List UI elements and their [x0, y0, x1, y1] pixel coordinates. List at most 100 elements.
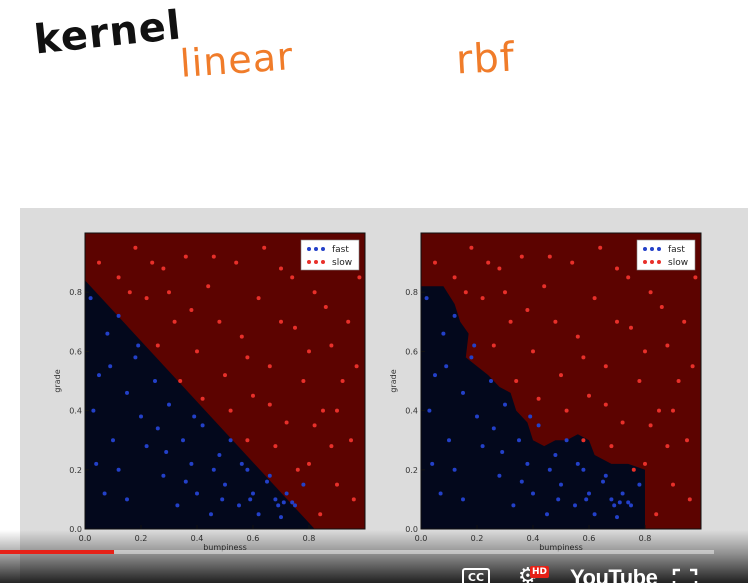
slow-point	[648, 290, 653, 295]
slow-point	[603, 402, 608, 407]
fast-point	[444, 364, 449, 369]
slow-point	[318, 512, 323, 517]
fast-point	[601, 479, 605, 484]
progress-played	[0, 550, 115, 554]
fast-point	[139, 414, 143, 419]
fast-point	[447, 438, 451, 443]
slow-point	[665, 343, 670, 348]
y-tick-label: 0.2	[69, 466, 82, 475]
legend-box	[636, 239, 696, 271]
slow-point	[144, 296, 149, 301]
fast-point	[251, 491, 255, 496]
slow-point	[643, 461, 647, 466]
fast-point	[424, 296, 429, 301]
slow-point	[687, 497, 692, 502]
slow-point	[354, 364, 359, 369]
slow-point	[609, 444, 614, 449]
y-tick-label: 0.8	[69, 288, 82, 297]
slow-point	[553, 319, 558, 324]
slow-point	[97, 260, 101, 265]
slow-point	[273, 444, 278, 449]
slow-point	[150, 260, 155, 265]
slow-point	[312, 423, 317, 428]
slow-point	[279, 319, 283, 324]
plot-frame	[420, 232, 702, 530]
fast-point	[430, 461, 435, 466]
fast-point	[284, 491, 289, 496]
legend-box	[300, 239, 360, 271]
y-tick-label: 0.4	[405, 407, 418, 416]
slow-point	[514, 379, 519, 383]
fast-point	[612, 503, 617, 508]
slow-point	[195, 349, 199, 354]
fast-point	[629, 503, 633, 508]
fast-point	[237, 503, 241, 508]
slow-point	[279, 266, 283, 271]
slow-point	[167, 290, 171, 295]
fast-point	[276, 503, 281, 508]
closed-captions-button[interactable]: CC	[462, 568, 490, 583]
fast-point	[167, 402, 171, 407]
slow-point	[357, 275, 362, 280]
progress-bar[interactable]	[0, 550, 714, 554]
fast-point	[88, 296, 93, 301]
fast-legend-label: fast	[668, 245, 685, 255]
fast-point	[556, 497, 561, 502]
slow-point	[657, 408, 661, 413]
slow-point	[312, 290, 317, 295]
slow-point	[615, 266, 619, 271]
slide-plot-panel: 0.00.20.40.60.80.00.20.40.60.8bumpinessg…	[20, 208, 748, 583]
fast-legend-label: fast	[332, 245, 349, 255]
fast-point	[528, 414, 533, 419]
fast-point	[620, 491, 625, 496]
fast-point	[500, 450, 505, 455]
settings-button[interactable]: ⚙ HD	[518, 566, 552, 583]
slow-point	[284, 420, 289, 425]
slow-point	[172, 319, 177, 324]
fast-point	[267, 473, 272, 478]
fast-point	[553, 453, 558, 457]
slow-point	[648, 423, 653, 428]
slow-point	[329, 444, 334, 449]
youtube-logo[interactable]: YouTube	[570, 565, 658, 583]
slow-point	[200, 396, 205, 401]
fast-point	[155, 426, 160, 431]
slow-point	[665, 444, 670, 449]
fast-point	[91, 408, 96, 413]
fast-point	[603, 473, 608, 478]
slow-point	[301, 379, 306, 383]
slow-point	[211, 254, 216, 259]
slow-point	[626, 275, 631, 280]
fast-point	[200, 423, 205, 428]
fast-point	[525, 461, 530, 466]
fast-point	[497, 473, 502, 478]
slow-point	[654, 512, 659, 517]
fast-point	[248, 497, 253, 502]
fast-point	[617, 500, 622, 505]
fast-point	[223, 482, 227, 487]
fast-point	[161, 473, 166, 478]
slow-point	[116, 275, 121, 280]
y-tick-label: 0.6	[405, 347, 418, 356]
fast-point	[228, 438, 233, 443]
fast-point	[293, 503, 297, 508]
fast-point	[153, 379, 157, 383]
fast-legend-marker	[657, 247, 661, 251]
fast-point	[136, 343, 141, 348]
y-tick-label: 0.0	[69, 525, 82, 534]
slow-point	[293, 325, 297, 330]
slow-legend-marker	[650, 260, 654, 264]
fast-point	[592, 512, 597, 517]
fullscreen-button[interactable]	[672, 568, 698, 583]
slow-point	[531, 349, 535, 354]
fast-point	[461, 497, 465, 502]
slow-point	[223, 373, 227, 378]
fast-point	[609, 497, 614, 502]
fast-point	[102, 491, 107, 496]
slow-point	[508, 319, 513, 324]
fast-region	[421, 286, 645, 529]
fast-point	[133, 355, 138, 360]
slow-point	[564, 408, 569, 413]
slow-point	[329, 343, 334, 348]
slow-legend-label: slow	[332, 258, 352, 268]
